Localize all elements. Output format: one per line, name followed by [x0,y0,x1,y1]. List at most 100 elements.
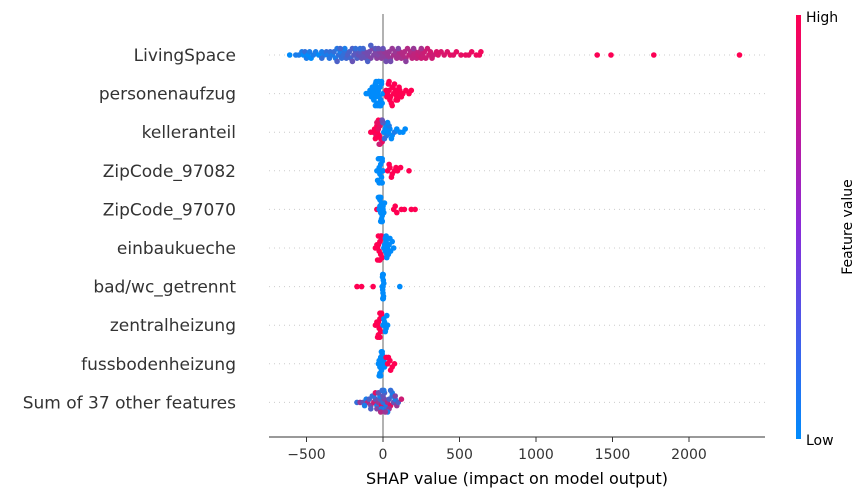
data-point [453,49,460,55]
feature-label: fussbodenheizung [81,355,236,375]
data-point [374,257,381,263]
data-point [651,52,657,58]
data-point [377,102,383,109]
data-point [410,45,417,52]
data-point [360,45,366,52]
data-point [286,52,293,58]
data-point [375,78,382,85]
data-point [387,58,394,65]
data-point [337,45,344,52]
data-point [374,119,380,126]
data-point [394,209,400,216]
data-point [401,206,408,213]
data-point [406,168,412,174]
data-point [377,409,384,415]
data-point [388,174,395,180]
data-point [389,102,396,109]
feature-label: zentralheizung [110,316,236,336]
data-point [380,271,386,278]
data-point [382,409,389,415]
x-axis: −500 0 500 1000 1500 2000 [269,436,765,463]
data-point [386,161,392,168]
data-point [391,81,398,87]
data-point [392,203,399,209]
data-point [326,55,333,61]
feature-label: ZipCode_97070 [103,200,236,220]
data-point [380,295,387,302]
data-point [374,406,380,412]
data-point [395,45,402,52]
data-point [384,322,391,329]
data-point [384,119,391,126]
feature-label: einbaukueche [117,239,236,259]
data-point [381,200,388,206]
data-point [388,135,395,142]
data-point [418,45,425,52]
x-axis-title: SHAP value (impact on model output) [366,469,668,488]
data-point [349,58,356,65]
x-tick-label: 1000 [518,447,554,463]
data-point [354,283,360,290]
data-point [387,367,394,374]
data-point [375,194,382,201]
data-point [394,97,401,103]
data-point [402,126,409,132]
data-point [378,349,385,355]
feature-label: LivingSpace [134,46,236,66]
x-tick-label: 500 [446,447,473,463]
data-point [384,312,390,319]
x-tick-label: 2000 [671,447,707,463]
data-point [393,164,399,171]
data-point [377,233,384,239]
data-point [306,49,313,55]
colorbar: High Low Feature value [796,10,856,449]
data-point [380,168,386,174]
x-tick-label: 1500 [595,447,631,463]
data-point [396,84,402,90]
data-point [397,283,403,290]
data-point [392,393,399,399]
data-point [379,387,386,394]
data-point [379,218,386,225]
data-point [381,209,387,216]
data-point [370,283,376,290]
data-point [390,245,397,251]
data-point [383,233,389,239]
data-point [403,58,409,65]
x-tick-label: −500 [287,447,325,463]
data-point [352,45,359,52]
feature-label: Sum of 37 other features [23,393,236,413]
data-point [382,328,389,335]
data-point [385,251,392,258]
colorbar-title: Feature value [840,179,856,275]
data-point [391,361,398,367]
data-point [364,58,371,65]
data-point [319,55,325,61]
colorbar-gradient [796,15,801,439]
data-point [377,373,383,379]
data-point [398,396,405,403]
data-point [358,283,365,290]
data-point [342,45,348,52]
data-point [381,135,388,142]
data-point [380,45,386,52]
data-point [468,49,475,55]
data-point [458,52,464,58]
data-point [736,52,743,58]
data-point [379,117,386,123]
data-point [397,164,404,171]
data-point [334,58,340,65]
data-point [408,87,415,94]
data-point [383,58,389,65]
feature-label: ZipCode_97082 [103,162,236,182]
feature-label: bad/wc_getrennt [93,278,236,298]
row-guides [269,54,765,403]
feature-labels: LivingSpace personenaufzug kelleranteil Zip… [23,46,237,413]
data-point [594,52,600,58]
data-point [385,354,392,361]
data-point [379,156,386,162]
data-point [378,310,385,317]
data-point [378,174,385,180]
data-point [361,402,368,409]
